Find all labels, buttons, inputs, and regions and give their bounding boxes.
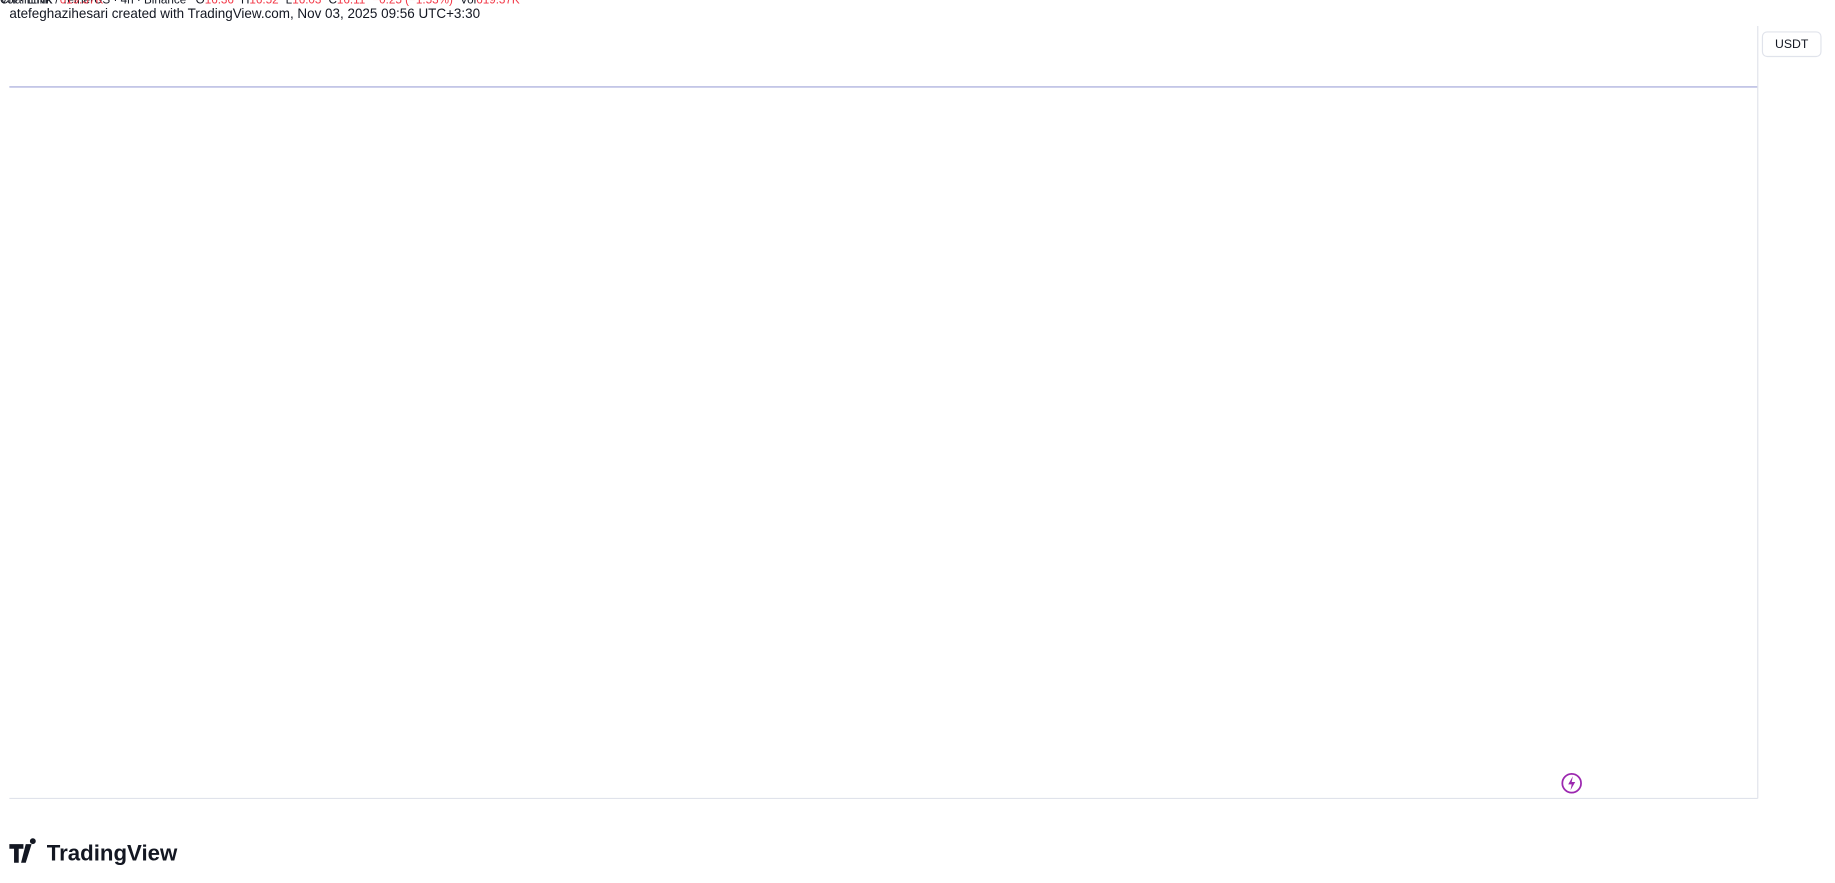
change: −0.25 (−1.53%) (372, 0, 453, 6)
currency-button[interactable] (1761, 31, 1822, 58)
symbol: ChainLink / TetherUS · 4h · Binance (0, 0, 186, 6)
vol-prefix: Vol (460, 0, 476, 6)
ohlc-letter: H (241, 0, 249, 6)
ohlc-value: 16.52 (249, 0, 278, 6)
vol-value: 619.37K (476, 0, 520, 6)
legend-line: ChainLink / TetherUS · 4h · Binance O16.3… (0, 0, 520, 6)
currency[interactable]: USDT (1775, 37, 1809, 51)
logo: TradingView (47, 840, 178, 865)
ohlc-value: 16.36 (205, 0, 234, 6)
ohlc-value: 16.03 (292, 0, 321, 6)
vol-value: 619.37K (60, 0, 104, 6)
logo-mark (9, 838, 36, 863)
vol-name: Vol · LINK (0, 0, 53, 6)
volume-legend: Vol · LINK 619.37K (0, 0, 103, 6)
legend: ChainLink / TetherUS · 4h · Binance O16.3… (0, 0, 520, 6)
ohlc-letter: C (328, 0, 336, 6)
ohlc-value: 16.11 (337, 0, 365, 6)
credit: atefeghazihesari created with TradingVie… (9, 6, 480, 21)
ohlc-letter: L (286, 0, 293, 6)
alert-icon-bolt (1568, 776, 1576, 791)
ohlc-letter: O (196, 0, 205, 6)
